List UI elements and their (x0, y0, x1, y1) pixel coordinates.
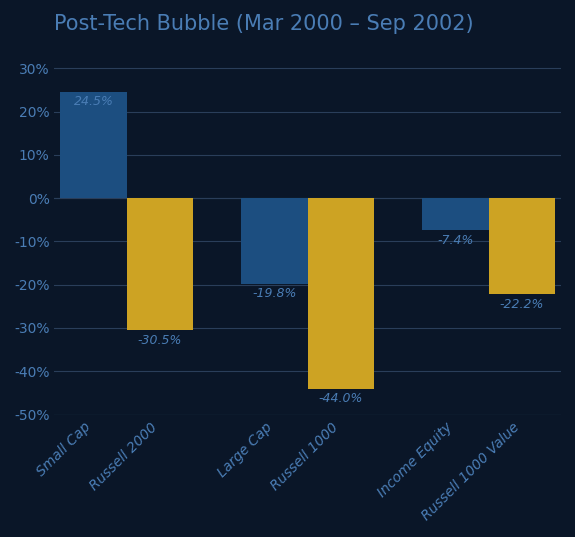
Text: -7.4%: -7.4% (438, 234, 474, 246)
Text: -44.0%: -44.0% (319, 392, 363, 405)
Bar (242, 198, 308, 284)
Text: -19.8%: -19.8% (252, 287, 297, 300)
Text: 24.5%: 24.5% (74, 96, 113, 108)
Bar (308, 198, 374, 389)
Bar (489, 198, 555, 294)
Text: -30.5%: -30.5% (138, 333, 182, 346)
Text: Post-Tech Bubble (Mar 2000 – Sep 2002): Post-Tech Bubble (Mar 2000 – Sep 2002) (55, 14, 474, 34)
Bar (423, 198, 489, 230)
Bar (126, 198, 193, 330)
Text: -22.2%: -22.2% (500, 297, 544, 311)
Bar (60, 92, 126, 198)
